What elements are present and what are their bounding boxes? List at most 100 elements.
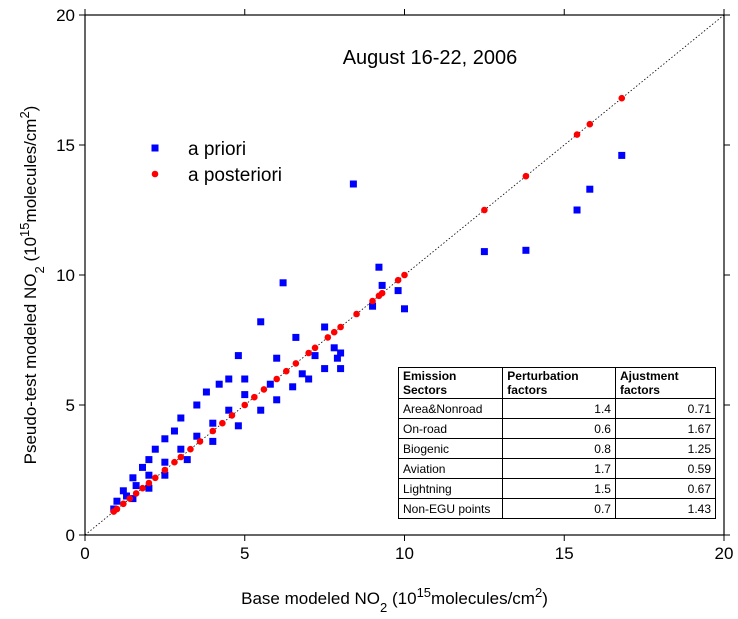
legend-label: a posteriori (188, 165, 282, 186)
point (132, 490, 140, 497)
point (321, 323, 329, 331)
point (209, 427, 217, 435)
table-cell: 1.7 (502, 458, 616, 479)
point (193, 401, 201, 409)
x-tick-label: 5 (240, 544, 249, 563)
label-part: 2 (535, 585, 542, 600)
point (151, 474, 159, 482)
point (349, 180, 357, 188)
table-cell: 0.67 (614, 478, 717, 499)
point (401, 271, 408, 279)
y-axis-label: Pseudo-test modeled NO2 (1015molecules/c… (17, 106, 47, 465)
point (618, 94, 626, 102)
point (113, 497, 121, 505)
table-row: Area&Nonroad 1.4 0.71 (397, 398, 717, 419)
table-cell: 1.4 (502, 398, 616, 419)
point (225, 375, 233, 383)
point (171, 458, 178, 466)
label-part: 2 (17, 111, 32, 118)
label-part: 15 (417, 585, 431, 600)
point (177, 414, 185, 422)
point (129, 474, 137, 482)
table-cell: 1.67 (614, 418, 717, 439)
point (225, 406, 233, 414)
point (292, 333, 300, 341)
point (202, 388, 210, 396)
x-tick-label: 0 (80, 544, 89, 563)
x-tick-label: 10 (395, 544, 414, 563)
point (161, 458, 169, 466)
point (170, 427, 178, 435)
point (139, 463, 147, 471)
point (337, 349, 345, 357)
point (228, 412, 236, 419)
point (279, 279, 287, 287)
label-part: Pseudo-test modeled NO (21, 273, 40, 464)
table-cell: On-road (397, 418, 504, 439)
point (369, 297, 376, 305)
table-cell: 0.59 (614, 458, 717, 479)
point (234, 352, 242, 360)
point (330, 344, 338, 352)
point (145, 456, 153, 464)
point (123, 492, 131, 500)
point (586, 185, 594, 193)
point (375, 263, 383, 271)
point (145, 479, 153, 487)
point (353, 310, 360, 318)
table-header: Emission Sectors Perturbation factors Ajus… (397, 367, 717, 399)
point (369, 302, 377, 310)
point (311, 344, 319, 352)
point (132, 482, 140, 490)
point (151, 445, 159, 453)
label-part: ) (21, 106, 40, 112)
y-tick-label: 0 (66, 526, 75, 545)
point (324, 334, 332, 341)
point (241, 401, 249, 409)
table-cell: 0.8 (502, 438, 616, 459)
table-row: On-road 0.6 1.67 (397, 418, 717, 439)
table-row: Non-EGU points 0.7 1.43 (397, 498, 717, 519)
y-tick-label: 5 (66, 396, 75, 415)
point (215, 380, 223, 388)
x-tick-label: 20 (715, 544, 734, 563)
point (522, 246, 530, 254)
table-cell: Area&Nonroad (397, 398, 504, 419)
point (282, 367, 290, 375)
table-cell: 1.25 (614, 438, 717, 459)
table-cell: Non-EGU points (397, 498, 504, 519)
label-part: 15 (17, 222, 32, 236)
table-cell: Aviation (397, 458, 504, 479)
point (618, 151, 626, 159)
point (333, 354, 341, 362)
point (273, 396, 281, 404)
point (219, 419, 226, 427)
point (394, 276, 402, 284)
point (145, 484, 153, 492)
point (257, 318, 265, 326)
point (305, 349, 312, 357)
label-part: 2 (32, 266, 47, 273)
factor-table: Emission Sectors Perturbation factors Ajus… (397, 367, 717, 519)
point (193, 432, 201, 440)
point (573, 131, 581, 138)
table-row: Biogenic 0.8 1.25 (397, 438, 717, 459)
point (241, 375, 249, 383)
header-cell: Perturbation factors (502, 367, 616, 399)
header-cell: Emission Sectors (397, 367, 504, 399)
legend-marker (151, 144, 159, 152)
label-part: molecules/cm (21, 119, 40, 223)
point (161, 471, 169, 479)
point (241, 391, 249, 399)
point (401, 305, 408, 313)
point (586, 120, 594, 128)
point (177, 445, 185, 453)
point (266, 380, 274, 388)
point (378, 289, 386, 297)
point (273, 354, 281, 362)
point (234, 422, 242, 430)
table-cell: 1.5 (502, 478, 616, 499)
label-part: molecules/cm (431, 589, 535, 608)
point (337, 365, 345, 373)
y-tick-label: 20 (56, 6, 75, 25)
